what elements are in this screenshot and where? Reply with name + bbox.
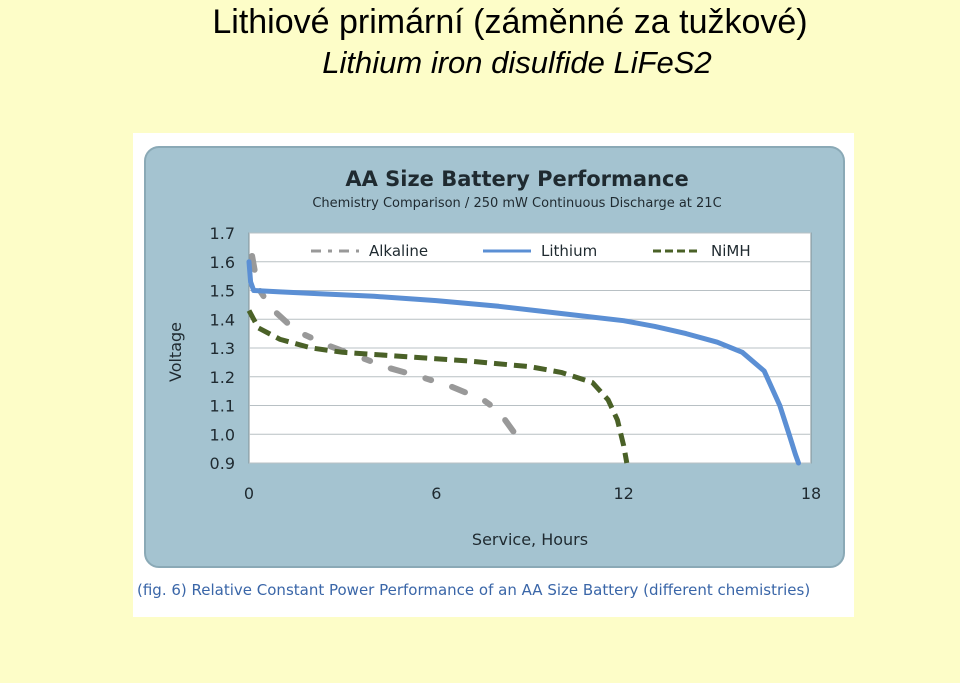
x-tick-label: 12 [613, 484, 633, 503]
chart-subtitle: Chemistry Comparison / 250 mW Continuous… [312, 196, 721, 211]
x-axis-label: Service, Hours [472, 530, 588, 549]
y-axis-label: Voltage [166, 322, 185, 382]
legend: Alkaline Lithium NiMH [311, 242, 751, 260]
grid-lines [249, 232, 811, 464]
battery-chart: AA Size Battery Performance Chemistry Co… [144, 146, 845, 568]
x-tick-label: 6 [431, 484, 441, 503]
chart-title: AA Size Battery Performance [345, 167, 688, 191]
series-lines [246, 253, 801, 466]
slide-subtitle: Lithium iron disulfide LiFeS2 [322, 45, 712, 80]
y-tick-label: 0.9 [210, 454, 235, 473]
y-tick-label: 1.5 [210, 282, 235, 301]
x-tick-labels: 0 6 12 18 [244, 484, 821, 503]
x-tick-label: 18 [801, 484, 821, 503]
series-line-nimh [246, 309, 630, 464]
y-tick-label: 1.2 [210, 368, 235, 387]
y-tick-label: 1.3 [210, 339, 235, 358]
legend-label-alkaline: Alkaline [369, 242, 428, 260]
series-line-lithium [246, 259, 801, 466]
y-tick-label: 1.7 [210, 224, 235, 243]
legend-label-lithium: Lithium [541, 242, 597, 260]
legend-label-nimh: NiMH [711, 242, 751, 260]
y-tick-label: 1.0 [210, 425, 235, 444]
figure-caption: (fig. 6) Relative Constant Power Perform… [137, 581, 811, 599]
y-tick-label: 1.1 [210, 397, 235, 416]
chart-figure: AA Size Battery Performance Chemistry Co… [133, 133, 854, 617]
y-tick-label: 1.4 [210, 310, 235, 329]
y-tick-labels: 0.9 1.0 1.1 1.2 1.3 1.4 1.5 1.6 1.7 [210, 224, 235, 473]
x-tick-label: 0 [244, 484, 254, 503]
y-tick-label: 1.6 [210, 253, 235, 272]
slide-title: Lithiové primární (záměnné za tužkové) [212, 3, 808, 41]
